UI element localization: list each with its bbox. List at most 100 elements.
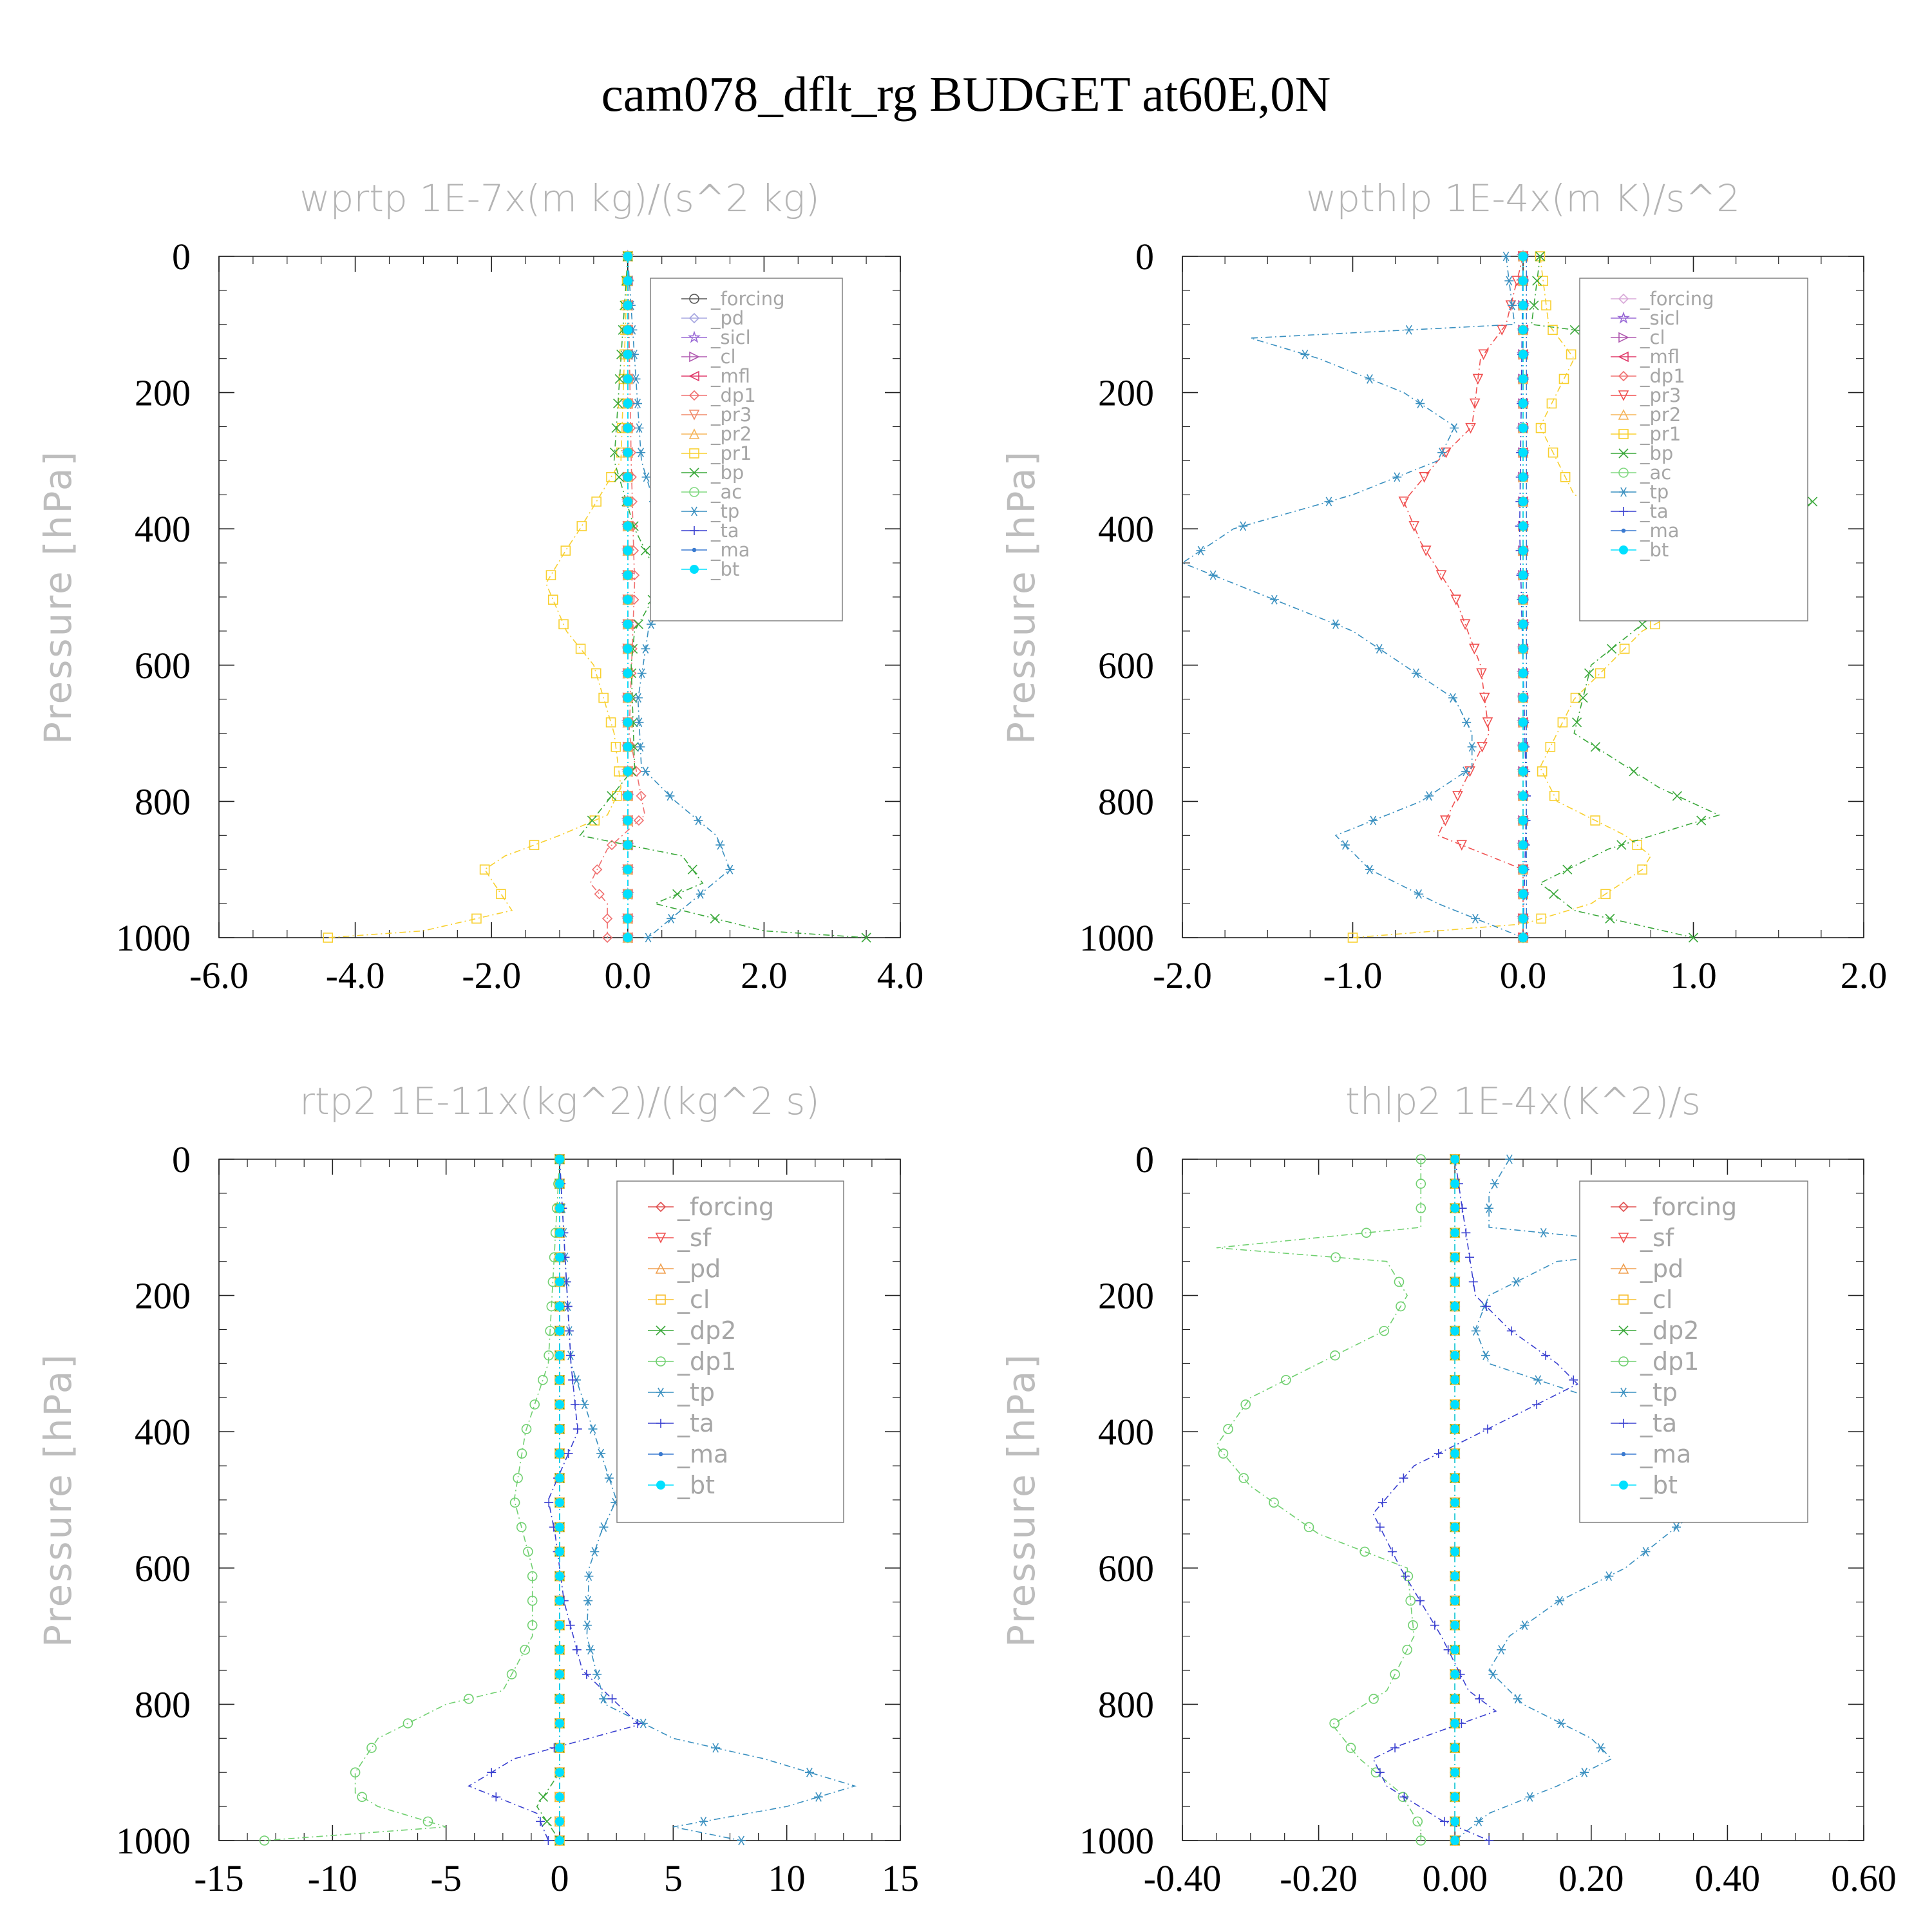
series-marker xyxy=(1196,545,1206,556)
series-marker xyxy=(1340,840,1350,850)
series-marker xyxy=(1347,933,1358,943)
legend-marker xyxy=(1618,429,1629,439)
series-marker xyxy=(1379,1325,1389,1336)
series-marker xyxy=(1303,1522,1314,1533)
y-tick-label: 200 xyxy=(135,372,191,414)
series-marker xyxy=(1519,595,1528,605)
series-marker xyxy=(1331,1252,1341,1263)
series-marker xyxy=(623,742,632,752)
series-marker xyxy=(623,325,632,335)
legend-marker xyxy=(656,1481,665,1490)
legend-entry-label: _cl xyxy=(1640,327,1665,348)
series-marker xyxy=(545,1325,555,1336)
legend-marker xyxy=(1619,507,1628,516)
series-marker xyxy=(1519,791,1528,800)
legend-entry-label: _bp xyxy=(710,462,744,484)
series-marker xyxy=(1450,1694,1460,1703)
series-marker xyxy=(1519,546,1528,556)
series-marker xyxy=(1519,521,1528,531)
series-marker xyxy=(1450,1836,1460,1845)
legend-entry-label: _bt xyxy=(710,558,739,580)
legend-marker xyxy=(1619,1387,1628,1397)
series-marker xyxy=(1595,668,1605,679)
series-marker xyxy=(555,1596,564,1605)
y-tick-label: 400 xyxy=(135,1411,191,1453)
series-marker xyxy=(623,276,632,286)
x-tick-label: 2.0 xyxy=(741,954,788,996)
series-marker xyxy=(1696,815,1707,826)
legend: _forcing _sf _pd_cl_dp2_dp1_tp _ta _ma _bt xyxy=(616,1180,844,1523)
legend-marker xyxy=(1618,1233,1629,1244)
series-marker xyxy=(564,1326,574,1336)
series-marker xyxy=(1519,276,1528,286)
series-marker xyxy=(1240,1399,1251,1410)
series-marker xyxy=(1450,1424,1460,1434)
series-marker xyxy=(601,913,613,924)
series-marker xyxy=(1411,668,1421,678)
x-tick-label: -6.0 xyxy=(189,954,249,996)
legend-entry-label: _dp1 xyxy=(710,384,756,406)
series-marker xyxy=(1416,1154,1426,1164)
series-marker xyxy=(555,1424,564,1434)
series-marker xyxy=(1450,1204,1460,1213)
legend-marker xyxy=(688,330,701,343)
series-marker xyxy=(623,350,632,359)
series-marker xyxy=(641,643,650,654)
chart-panel-2: wpthlp 1E-4x(m K)/s^2 Pressure [hPa] -2.0 -… xyxy=(999,176,1887,996)
series-marker xyxy=(350,1767,361,1777)
series-marker xyxy=(1450,1719,1460,1728)
legend: _forcing_pd_sicl_cl_mfl_dp1_pr3_pr2_pr1_… xyxy=(650,278,843,621)
series-marker xyxy=(1808,497,1818,507)
legend-marker xyxy=(689,351,700,363)
series-marker xyxy=(623,252,632,261)
series-marker xyxy=(538,1792,549,1802)
legend-marker xyxy=(1621,528,1626,533)
legend-marker xyxy=(690,565,699,574)
series-marker xyxy=(1416,1835,1426,1846)
series-marker xyxy=(614,374,625,384)
series-marker xyxy=(1548,447,1558,458)
series-marker xyxy=(555,1302,564,1311)
series-marker xyxy=(1402,1644,1412,1655)
series-marker xyxy=(1387,1547,1397,1557)
y-tick-label: 800 xyxy=(135,781,191,822)
legend-marker xyxy=(1621,1452,1626,1457)
series-marker xyxy=(544,1836,553,1845)
series-marker xyxy=(696,889,705,899)
chart-panel-1: wprtp 1E-7x(m kg)/(s^2 kg) Pressure [hPa]… xyxy=(36,176,923,996)
series-marker xyxy=(1519,325,1528,335)
series-line xyxy=(1531,256,1814,938)
series-marker xyxy=(1399,1792,1409,1802)
series-marker xyxy=(1472,374,1484,385)
series-marker xyxy=(1471,1326,1481,1336)
x-tick-label: 0.20 xyxy=(1558,1857,1624,1899)
series-marker xyxy=(636,742,645,752)
legend-entry-label: _tp xyxy=(677,1378,715,1406)
series-marker xyxy=(1345,1743,1356,1753)
series-marker xyxy=(1475,1694,1484,1703)
series-line xyxy=(328,256,629,938)
legend-marker xyxy=(688,410,700,421)
series-marker xyxy=(1519,448,1528,457)
series-marker xyxy=(633,693,643,703)
series-marker xyxy=(1477,741,1488,753)
series-marker xyxy=(1218,1448,1229,1459)
legend-entry-label: _tp xyxy=(1640,1378,1678,1406)
series-marker xyxy=(555,1326,564,1336)
y-axis-label: Pressure [hPa] xyxy=(36,1352,80,1647)
series-marker xyxy=(1504,276,1514,286)
series-marker xyxy=(1440,815,1451,826)
series-marker xyxy=(555,1498,564,1508)
series-marker xyxy=(564,1449,573,1459)
series-marker xyxy=(584,1571,594,1581)
series-marker xyxy=(1450,1155,1460,1164)
legend-entry-label: _cl xyxy=(677,1285,710,1314)
series-marker xyxy=(1525,1792,1535,1802)
panel-title: rtp2 1E-11x(kg^2)/(kg^2 s) xyxy=(299,1079,820,1123)
series-marker xyxy=(544,1350,554,1361)
series-marker xyxy=(1537,766,1548,777)
series-pr1 xyxy=(323,251,633,943)
x-tick-label: -4.0 xyxy=(326,954,385,996)
series-marker xyxy=(1375,1768,1385,1777)
series-marker xyxy=(1519,914,1528,923)
